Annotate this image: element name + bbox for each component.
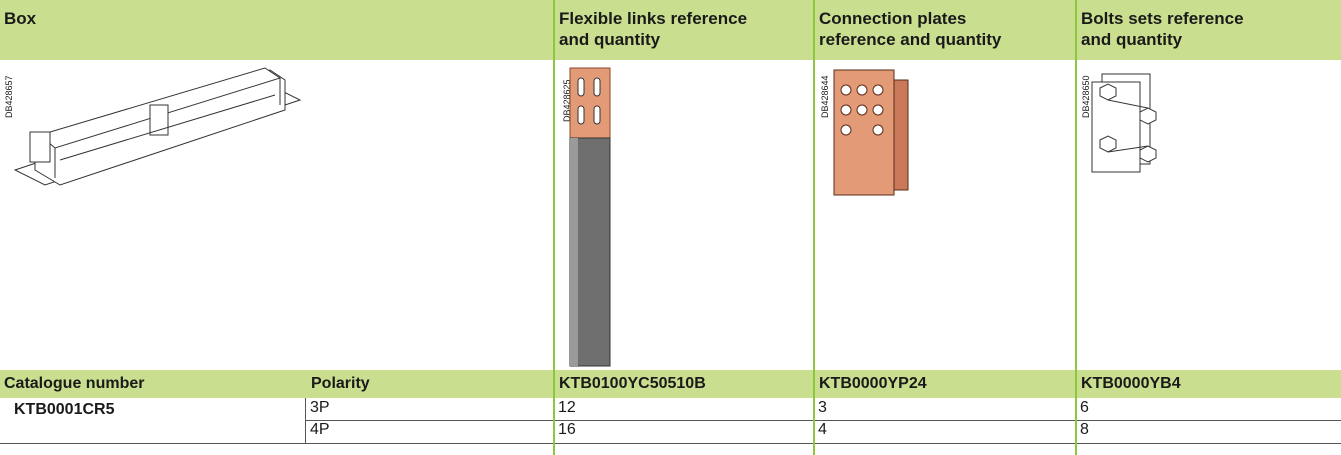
table-bottom [0, 443, 1341, 444]
table-cell: 4P [310, 421, 330, 438]
connection-plates-image [833, 69, 909, 196]
column-divider [553, 0, 555, 455]
column-header: KTB0000YP24 [819, 375, 927, 392]
header-text: Box [4, 9, 37, 28]
column-header: KTB0100YC50510B [559, 375, 706, 392]
illustrations [13, 67, 1157, 367]
column-header: KTB0000YB4 [1081, 375, 1181, 392]
header-text: and quantity [559, 30, 661, 49]
header-text: Flexible links reference [559, 9, 748, 28]
header-cell: Box [0, 0, 553, 29]
column-divider [1075, 0, 1077, 455]
column-header: Catalogue number [4, 375, 145, 392]
table-cell: 3P [310, 399, 330, 416]
header-cell: Bolts sets reference and quantity [1077, 0, 1341, 50]
header-text: Bolts sets reference [1081, 9, 1244, 28]
column-header-band [0, 370, 1341, 398]
table-cell: 3 [818, 399, 827, 416]
row-divider [305, 420, 1341, 421]
table-cell: 4 [818, 421, 827, 438]
header-text: and quantity [1081, 30, 1183, 49]
header-cell: Connection plates reference and quantity [815, 0, 1075, 50]
header-text: reference and quantity [819, 30, 1002, 49]
column-divider [813, 0, 815, 455]
bolts-image [1091, 73, 1157, 173]
header-band [0, 0, 1341, 60]
column-divider [305, 398, 306, 443]
table-cell: 12 [558, 399, 576, 416]
table-cell: 8 [1080, 421, 1089, 438]
box-image [13, 67, 302, 186]
column-header: Polarity [311, 375, 370, 392]
flexible-link-image [569, 67, 611, 367]
table-cell: 6 [1080, 399, 1089, 416]
header-cell: Flexible links reference and quantity [555, 0, 813, 50]
table-cell: 16 [558, 421, 576, 438]
catalogue-number: KTB0001CR5 [14, 401, 115, 418]
header-text: Connection plates [819, 9, 967, 28]
